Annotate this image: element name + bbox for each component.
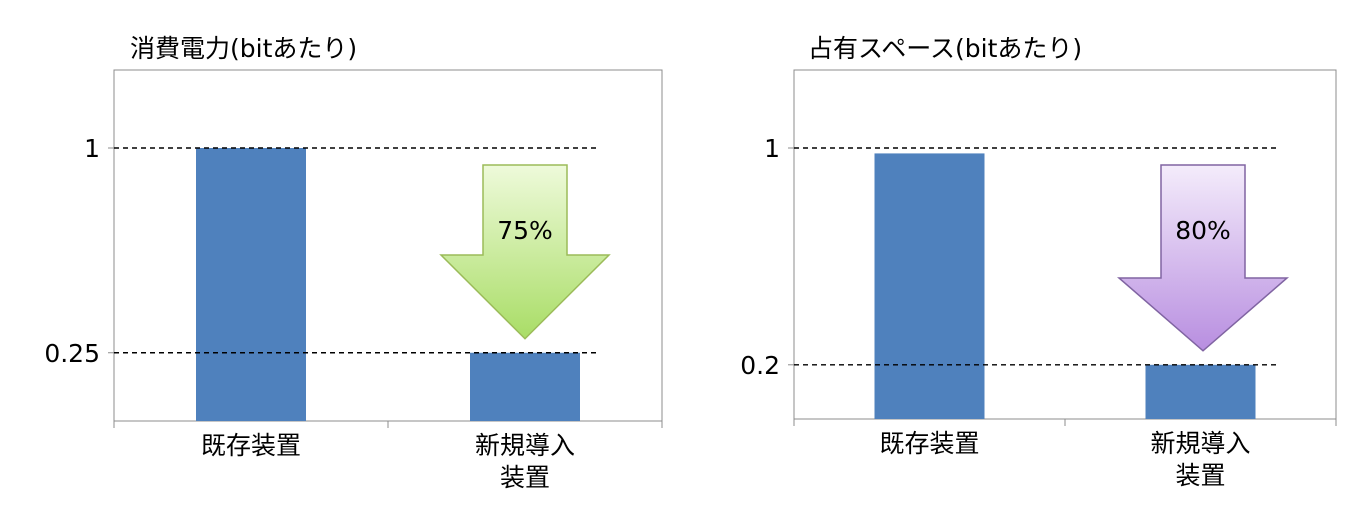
- chart-space: 占有スペース(bitあたり) 1 0.2 既存装置 新規導入装置 80%: [740, 34, 1337, 490]
- chart-power-title: 消費電力(bitあたり): [130, 34, 357, 63]
- chart-space-reduction-label: 80%: [1175, 216, 1231, 245]
- chart-power-bar-1: [470, 352, 580, 421]
- chart-power-ytick-0-25: 0.25: [44, 339, 100, 368]
- chart-space-xtick-new: 新規導入装置: [1150, 429, 1250, 490]
- chart-space-marks: [788, 147, 1337, 426]
- chart-space-bar-1: [1145, 364, 1256, 419]
- chart-power: 消費電力(bitあたり) 1 0.25 既存装置 新規導入装置 75%: [44, 34, 663, 492]
- chart-power-xtick-existing: 既存装置: [201, 431, 301, 460]
- chart-power-marks: [108, 147, 663, 428]
- chart-space-ytick-0-2: 0.2: [740, 351, 780, 380]
- chart-space-reduction-arrow: [1116, 164, 1290, 352]
- chart-power-ytick-1: 1: [84, 134, 100, 163]
- chart-space-title: 占有スペース(bitあたり): [808, 34, 1082, 63]
- chart-power-bar-0: [196, 148, 306, 421]
- chart-space-xtick-existing: 既存装置: [879, 429, 979, 458]
- chart-space-bar-0: [874, 153, 985, 420]
- chart-space-ytick-1: 1: [764, 134, 780, 163]
- chart-power-reduction-arrow: [439, 164, 611, 340]
- chart-power-reduction-label: 75%: [497, 216, 553, 245]
- chart-power-xtick-new: 新規導入装置: [475, 431, 575, 492]
